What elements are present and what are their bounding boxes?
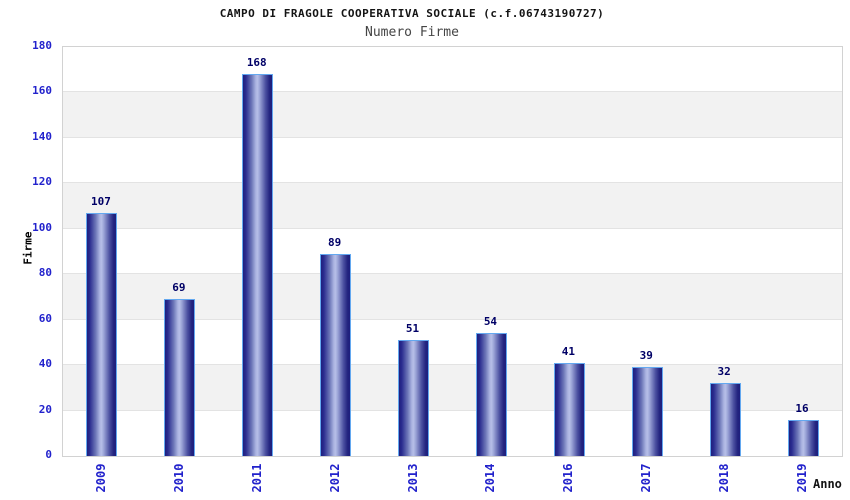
bar-2019	[787, 419, 819, 456]
x-tick-label: 2019	[795, 463, 810, 493]
x-tick-label: 2017	[639, 463, 654, 493]
grid-band	[63, 47, 842, 93]
x-tick-label: 2018	[717, 463, 732, 493]
bar-value-label: 32	[717, 365, 731, 379]
y-tick-label: 180	[32, 39, 52, 52]
x-tick-label: 2013	[405, 463, 420, 493]
y-tick-label: 120	[32, 175, 52, 189]
x-tick-label: 2010	[171, 463, 186, 493]
x-tick-label: 2009	[93, 463, 108, 493]
grid-band	[63, 228, 842, 275]
y-tick-label: 140	[32, 129, 52, 143]
y-tick-label: 40	[38, 357, 52, 371]
bar-value-label: 69	[172, 281, 186, 295]
x-tick-label: 2011	[249, 463, 264, 493]
y-tick-label: 80	[38, 266, 52, 280]
bar-2013	[398, 340, 430, 456]
bar-value-label: 16	[795, 401, 809, 415]
x-tick-label: 2012	[327, 463, 342, 493]
bar-2012	[320, 253, 352, 456]
x-axis-title: Anno	[813, 477, 842, 491]
y-tick-label: 60	[38, 311, 52, 325]
bar-2009	[86, 212, 118, 456]
bar-2014	[475, 333, 507, 456]
x-tick-label: 2014	[483, 463, 498, 493]
bar-2018	[709, 383, 741, 456]
y-axis-title: Firme	[21, 231, 35, 265]
bar-value-label: 107	[91, 194, 111, 208]
bar-2016	[553, 362, 585, 456]
bar-value-label: 41	[561, 344, 575, 358]
grid-band	[63, 183, 842, 229]
bar-value-label: 168	[246, 56, 267, 70]
grid-band	[63, 137, 842, 184]
y-tick-label: 160	[32, 84, 52, 98]
plot-area	[62, 46, 843, 457]
bar-value-label: 54	[483, 315, 498, 329]
bar-value-label: 89	[328, 235, 342, 249]
bar-value-label: 39	[639, 349, 653, 363]
x-tick-label: 2016	[561, 463, 576, 493]
chart-title: CAMPO DI FRAGOLE COOPERATIVA SOCIALE (c.…	[219, 7, 605, 20]
chart-subtitle: Numero Firme	[365, 25, 459, 40]
bar-value-label: 51	[405, 322, 420, 336]
bar-2010	[164, 299, 196, 456]
y-tick-label: 0	[45, 448, 52, 461]
grid-band	[63, 92, 842, 138]
bar-2011	[242, 74, 274, 456]
y-tick-label: 20	[38, 402, 52, 416]
y-tick-label: 100	[32, 220, 52, 234]
bar-2017	[631, 367, 663, 456]
